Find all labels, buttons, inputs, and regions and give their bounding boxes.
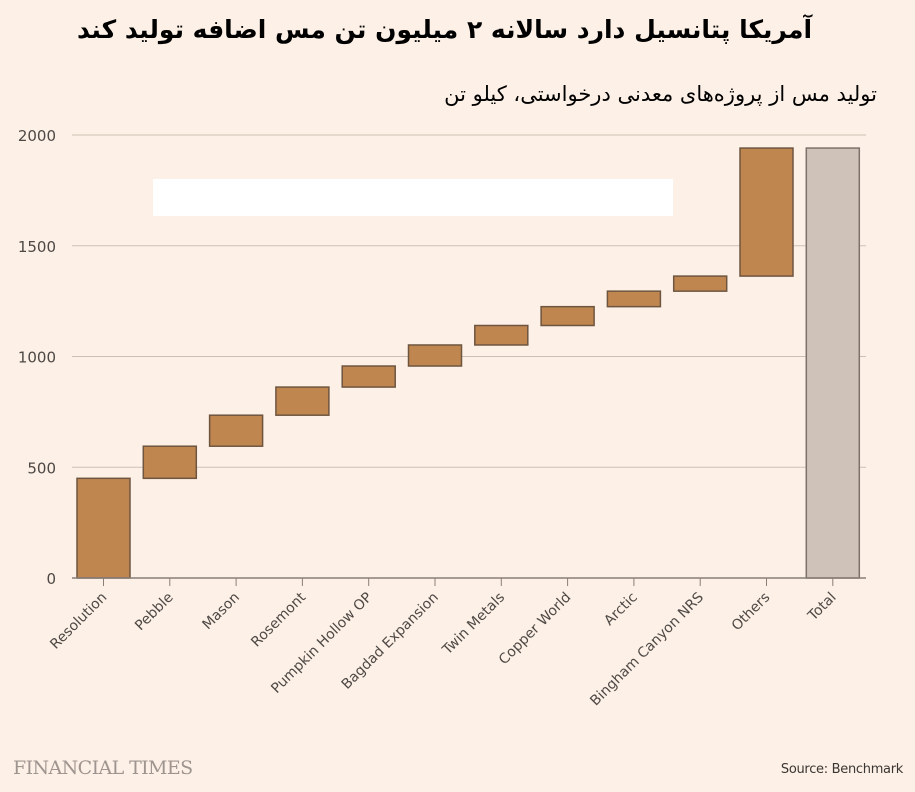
bar-resolution — [76, 477, 131, 579]
bar-twin-metals — [474, 324, 529, 346]
bar-total — [805, 147, 861, 579]
bar-pebble — [142, 445, 198, 480]
y-tick-label: 2000 — [18, 127, 56, 145]
bars — [76, 147, 861, 579]
bar-others — [739, 147, 794, 277]
y-tick-label: 0 — [46, 570, 56, 588]
chart-title-text: آمریکا پتانسیل دارد سالانه ۲ میلیون تن م… — [76, 15, 813, 44]
x-tick-label: Twin Metals — [439, 590, 508, 659]
x-tick-label: Arctic — [601, 590, 640, 629]
ft-logo: FINANCIAL TIMES — [13, 757, 193, 779]
x-tick-label: Pebble — [132, 590, 176, 634]
bar-copper-world — [540, 305, 595, 327]
x-tick-label: Copper World — [496, 590, 575, 669]
chart-subtitle: تولید مس از پروژه‌های معدنی درخواستی، کی… — [444, 82, 877, 106]
x-tick-label: Rosemont — [248, 589, 309, 650]
bar-bagdad-expansion — [407, 344, 463, 367]
y-axis-ticks: 0 500 1000 1500 2000 — [18, 127, 56, 588]
x-tick-label: Resolution — [47, 590, 110, 653]
y-tick-label: 1500 — [18, 238, 56, 256]
gridlines — [72, 134, 866, 468]
x-tick-label: Bingham Canyon NRS — [587, 589, 707, 709]
bar-mason — [208, 414, 264, 447]
bar-bingham-canyon-nrs — [672, 275, 728, 292]
bar-arctic — [606, 290, 662, 308]
bar-rosemont — [275, 386, 330, 416]
y-tick-label: 1000 — [18, 349, 56, 367]
bar-pumpkin-hollow-op — [341, 365, 396, 388]
blank-label-overlay — [153, 179, 673, 216]
y-tick-label: 500 — [27, 459, 56, 477]
x-tick-label: Total — [804, 590, 839, 625]
x-tick-label: Mason — [200, 590, 243, 633]
chart-title: آمریکا پتانسیل دارد سالانه ۲ میلیون تن م… — [0, 10, 915, 50]
source-note: Source: Benchmark — [780, 762, 903, 777]
x-tick-label: Others — [729, 590, 774, 635]
